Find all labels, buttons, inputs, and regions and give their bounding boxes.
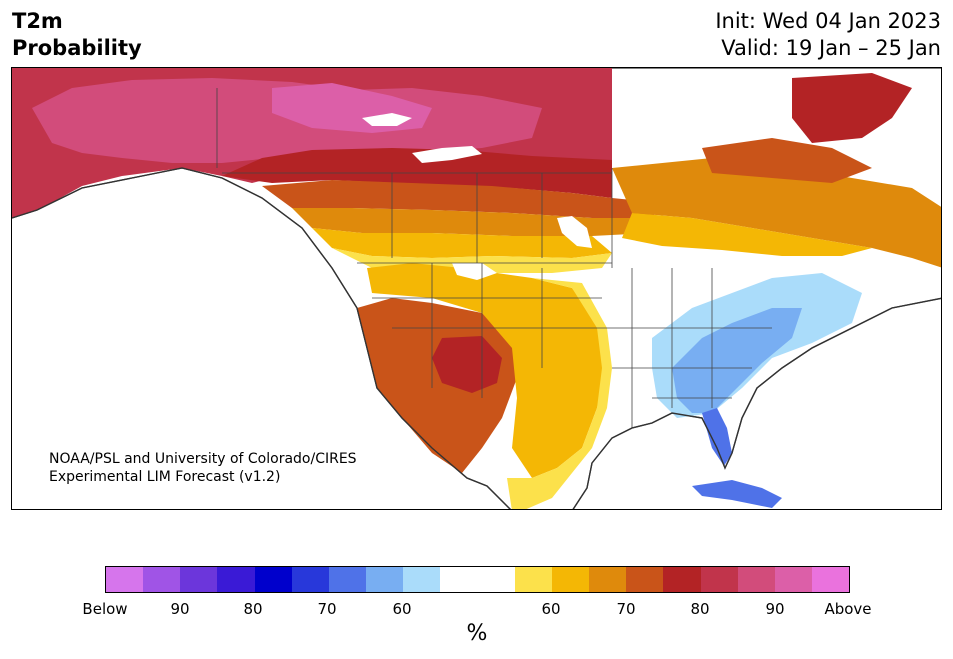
colorbar-swatch <box>403 567 441 592</box>
colorbar <box>105 566 850 593</box>
lake <box>412 146 482 163</box>
colorbar-label-60-above: 60 <box>541 600 561 618</box>
colorbar-label-80-below: 80 <box>243 600 263 618</box>
region-east-canada-red <box>702 138 872 183</box>
colorbar-label-90-below: 90 <box>170 600 190 618</box>
lake <box>662 278 712 303</box>
valid-date: Valid: 19 Jan – 25 Jan <box>721 36 941 60</box>
colorbar-swatch <box>106 567 144 592</box>
map-title: T2m Probability <box>12 8 142 62</box>
colorbar-swatch <box>440 567 478 592</box>
credit-line-1: NOAA/PSL and University of Colorado/CIRE… <box>49 451 357 467</box>
colorbar-swatch <box>366 567 404 592</box>
region-west-us-lightyellow <box>507 278 612 509</box>
probability-map <box>12 68 941 509</box>
colorbar-label-70-below: 70 <box>317 600 337 618</box>
lake <box>452 263 497 280</box>
coastline <box>572 297 941 509</box>
colorbar-swatch <box>477 567 515 592</box>
lake <box>557 216 592 248</box>
region-65-above <box>312 228 612 258</box>
lake <box>362 113 412 126</box>
colorbar-swatch <box>626 567 664 592</box>
init-date: Init: Wed 04 Jan 2023 <box>715 9 941 33</box>
colorbar-swatch <box>551 567 590 592</box>
title-line-2: Probability <box>12 36 142 60</box>
colorbar-swatch <box>514 567 552 592</box>
colorbar-swatch <box>328 567 367 592</box>
colorbar-label-above: Above <box>824 600 872 618</box>
colorbar-label-60-below: 60 <box>392 600 412 618</box>
forecast-dates: Init: Wed 04 Jan 2023 Valid: 19 Jan – 25… <box>715 8 941 62</box>
colorbar-swatch <box>291 567 329 592</box>
colorbar-label-90-above: 90 <box>765 600 785 618</box>
title-line-1: T2m <box>12 9 63 33</box>
colorbar-swatch <box>663 567 701 592</box>
colorbar-label-80-above: 80 <box>690 600 710 618</box>
colorbar-label-below: Below <box>82 600 128 618</box>
colorbar-units: % <box>466 621 488 646</box>
credit-line-2: Experimental LIM Forecast (v1.2) <box>49 469 281 485</box>
region-greenland <box>792 73 912 143</box>
colorbar-swatch <box>589 567 627 592</box>
map-panel: NOAA/PSL and University of Colorado/CIRE… <box>11 67 942 510</box>
region-east-us-75-below <box>702 408 732 466</box>
region-east-canada-orange <box>612 158 941 268</box>
colorbar-swatch <box>774 567 812 592</box>
region-west-us-yellow <box>367 263 607 478</box>
colorbar-swatch <box>254 567 292 592</box>
region-cuba-below <box>692 480 782 508</box>
region-90-above <box>32 78 542 163</box>
colorbar-swatch <box>700 567 738 592</box>
colorbar-swatch <box>180 567 218 592</box>
credit: NOAA/PSL and University of Colorado/CIRE… <box>49 450 357 486</box>
political-boundaries <box>216 88 772 428</box>
region-east-us-70-below <box>672 308 802 413</box>
colorbar-label-70-above: 70 <box>616 600 636 618</box>
region-75-above <box>262 180 662 218</box>
region-east-canada-yellow <box>622 213 872 256</box>
coastline <box>12 167 511 509</box>
colorbar-swatch <box>143 567 181 592</box>
region-west-us-red <box>432 336 502 393</box>
colorbar-swatch <box>737 567 775 592</box>
colorbar-swatch <box>217 567 255 592</box>
colorbar-swatch <box>811 567 850 592</box>
